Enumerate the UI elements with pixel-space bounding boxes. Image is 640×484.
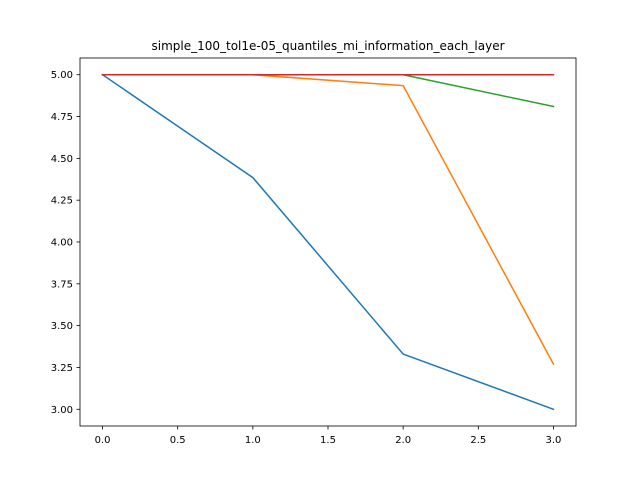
- chart-title: simple_100_tol1e-05_quantiles_mi_informa…: [151, 39, 504, 53]
- series-layer: [101, 73, 555, 411]
- x-tick-label: 1.0: [245, 435, 261, 446]
- y-tick-label: 3.25: [51, 363, 73, 374]
- y-tick-label: 4.50: [51, 154, 73, 165]
- y-tick-label: 5.00: [51, 70, 73, 81]
- x-tick-label: 2.5: [470, 435, 486, 446]
- y-tick-label: 3.50: [51, 321, 73, 332]
- series-line-1: [101, 73, 555, 411]
- x-axis-ticks: 0.0 0.5 1.0 1.5 2.0 2.5 3.0: [95, 426, 562, 446]
- x-tick-label: 1.5: [320, 435, 336, 446]
- y-tick-label: 3.75: [51, 279, 73, 290]
- y-tick-label: 4.75: [51, 112, 73, 123]
- y-tick-label: 4.00: [51, 238, 73, 249]
- x-tick-label: 2.0: [395, 435, 411, 446]
- y-tick-label: 3.00: [51, 405, 73, 416]
- x-tick-label: 3.0: [546, 435, 562, 446]
- x-tick-label: 0.5: [170, 435, 186, 446]
- y-tick-label: 4.25: [51, 196, 73, 207]
- y-axis-ticks: 3.00 3.25 3.50 3.75 4.00 4.25 4.50 4.75 5.00: [51, 70, 80, 416]
- x-tick-label: 0.0: [95, 435, 111, 446]
